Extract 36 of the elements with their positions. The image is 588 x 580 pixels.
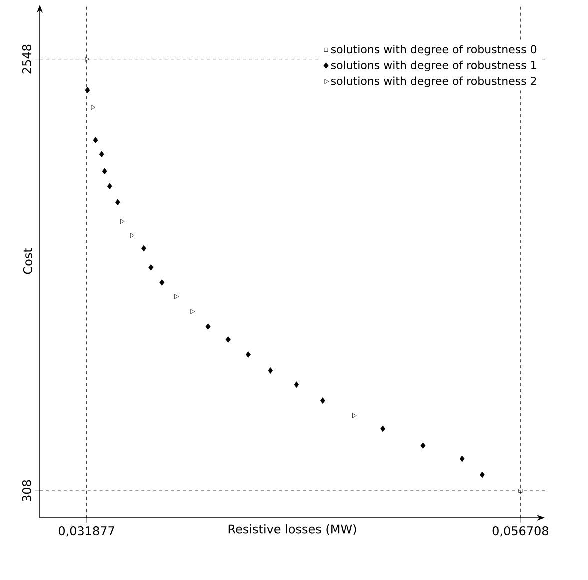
- y-tick-label: 2548: [22, 44, 32, 74]
- point: [352, 413, 357, 418]
- point: [99, 151, 104, 158]
- y-tick-label: 308: [22, 480, 32, 502]
- point: [102, 168, 108, 175]
- x-tick-label: 0,056708: [492, 526, 548, 537]
- point: [85, 87, 90, 94]
- point: [85, 56, 90, 62]
- point: [246, 352, 251, 358]
- point: [130, 233, 135, 238]
- legend-label: solutions with degree of robustness 2: [331, 76, 536, 88]
- point: [294, 382, 300, 388]
- point: [320, 398, 326, 404]
- point: [460, 456, 465, 462]
- legend-label: solutions with degree of robustness 1: [331, 60, 536, 72]
- point: [206, 324, 211, 330]
- point: [91, 105, 96, 110]
- point: [148, 264, 154, 271]
- point: [190, 309, 195, 314]
- point: [93, 137, 98, 144]
- x-axis-title: Resistive losses (MW): [228, 524, 356, 536]
- point: [480, 472, 485, 478]
- point: [380, 426, 386, 432]
- y-axis-title: Cost: [23, 248, 32, 274]
- x-tick-label: 0,031877: [58, 526, 114, 537]
- point: [160, 279, 165, 286]
- point: [268, 368, 274, 374]
- point: [116, 199, 120, 206]
- point: [107, 183, 112, 190]
- point: [518, 489, 523, 493]
- legend-label: solutions with degree of robustness 0: [331, 45, 537, 56]
- point: [120, 219, 125, 224]
- point: [226, 336, 231, 343]
- point: [174, 294, 179, 300]
- point: [142, 245, 146, 252]
- point: [420, 442, 426, 450]
